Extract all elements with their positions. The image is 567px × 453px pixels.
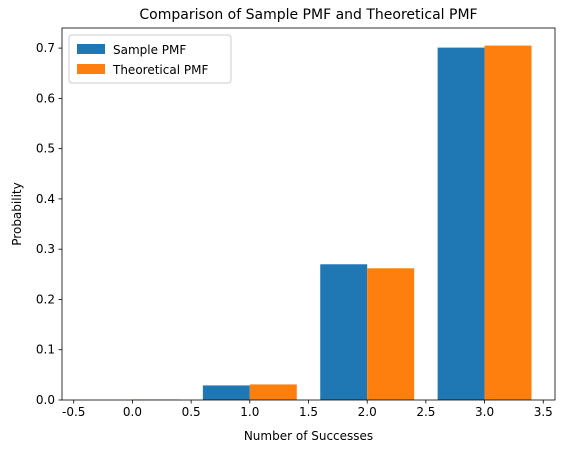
y-tick-label: 0.6 [36,91,55,105]
legend-box [68,34,232,84]
x-tick-label: -0.5 [62,405,85,419]
y-tick-label: 0.4 [36,192,55,206]
x-tick-label: 2.5 [416,405,435,419]
bar-sample-pmf-2 [320,264,368,400]
legend-swatch [77,64,105,74]
x-tick-label: 2.0 [358,405,377,419]
x-axis-label: Number of Successes [244,429,373,443]
legend-label: Sample PMF [113,43,186,57]
x-tick-label: 3.5 [534,405,553,419]
x-tick-label: 0.5 [182,405,201,419]
axes-group: -0.5 0.0 0.5 1.0 1.5 2.0 2.5 3.0 3.5 0.0 0.1 0.2 0.3… [36,27,556,419]
x-tick-label: 1.5 [299,405,318,419]
x-tick-label: 0.0 [123,405,142,419]
y-tick-label: 0.7 [36,41,55,55]
bar-sample-pmf-3 [437,47,485,400]
x-tick-label: 1.0 [240,405,259,419]
bar-theoretical-pmf-1 [249,384,297,400]
bar-sample-pmf-1 [202,385,250,400]
bar-theoretical-pmf-2 [367,268,415,400]
y-tick-label: 0.2 [36,292,55,306]
y-tick-label: 0.5 [36,142,55,156]
chart-title: Comparison of Sample PMF and Theoretical… [139,7,477,23]
y-tick-label: 0.0 [36,393,55,407]
legend: Sample PMF Theoretical PMF [68,34,232,84]
bars-group [132,45,532,400]
legend-swatch [77,44,105,54]
bar-theoretical-pmf-3 [484,45,532,400]
y-tick-label: 0.3 [36,242,55,256]
y-axis-label: Probability [10,182,24,245]
x-tick-label: 3.0 [475,405,494,419]
legend-label: Theoretical PMF [112,63,208,77]
y-tick-label: 0.1 [36,343,55,357]
